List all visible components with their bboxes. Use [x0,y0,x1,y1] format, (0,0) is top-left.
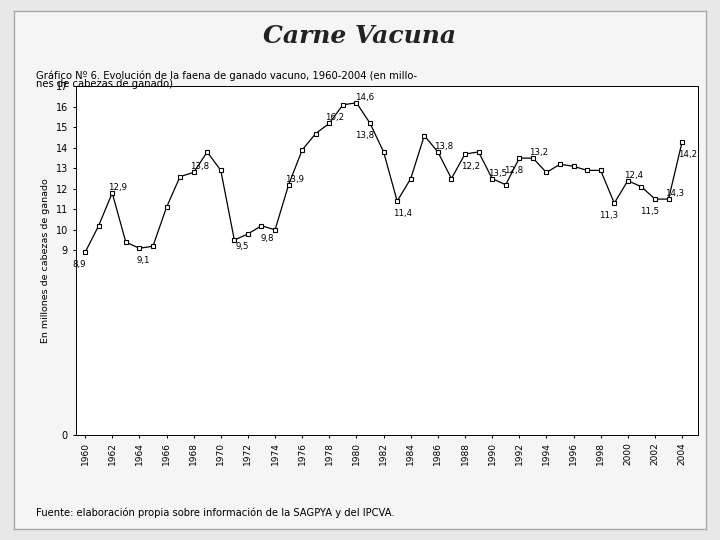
Text: 14,3: 14,3 [665,189,684,198]
Text: 12,9: 12,9 [108,183,127,192]
Text: 14,2: 14,2 [678,150,697,159]
Text: 11,4: 11,4 [393,209,413,218]
Text: 13,9: 13,9 [284,174,304,184]
Text: 12,4: 12,4 [624,171,643,180]
Text: 13,5: 13,5 [488,168,508,178]
Text: 9,1: 9,1 [137,256,150,265]
Text: 13,2: 13,2 [529,148,548,157]
Text: 13,8: 13,8 [189,163,209,171]
Text: 9,8: 9,8 [261,234,274,242]
Text: 12,8: 12,8 [504,166,523,175]
Text: 13,8: 13,8 [434,142,453,151]
Text: 11,5: 11,5 [640,207,659,216]
Text: 11,3: 11,3 [599,211,618,220]
Text: 8,9: 8,9 [73,260,86,269]
Text: 16,2: 16,2 [325,113,344,122]
Text: Carne Vacuna: Carne Vacuna [264,24,456,48]
Text: 14,6: 14,6 [355,93,374,102]
Text: Gráfico Nº 6. Evolución de la faena de ganado vacuno, 1960-2004 (en millo-: Gráfico Nº 6. Evolución de la faena de g… [36,70,417,80]
Text: 13,8: 13,8 [355,131,374,140]
Text: 12,2: 12,2 [461,162,480,171]
Text: nes de cabezas de ganado).: nes de cabezas de ganado). [36,79,176,90]
Y-axis label: En millones de cabezas de ganado: En millones de cabezas de ganado [41,178,50,343]
Text: 9,5: 9,5 [235,242,249,251]
Text: Fuente: elaboración propia sobre información de la SAGPYA y del IPCVA.: Fuente: elaboración propia sobre informa… [36,508,395,518]
